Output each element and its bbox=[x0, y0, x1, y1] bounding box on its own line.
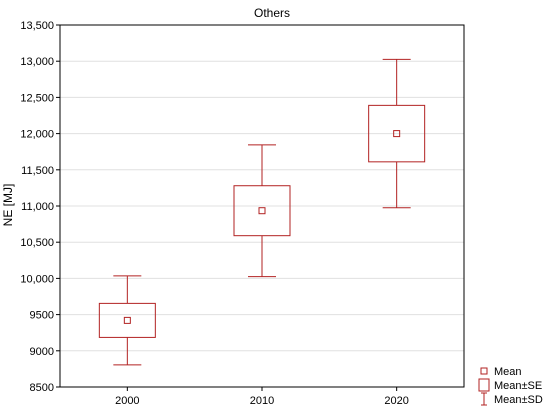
y-axis-ticks: 8500 9000 9500 10,000 10,500 11,000 11,500 12,0… bbox=[20, 20, 60, 394]
x-tick-label: 2010 bbox=[250, 395, 274, 407]
x-tick-label: 2000 bbox=[115, 395, 139, 407]
y-tick-label: 10,500 bbox=[20, 237, 54, 249]
x-axis-ticks: 2000 2010 2020 bbox=[115, 387, 409, 407]
series-marks bbox=[98, 58, 426, 366]
se-box bbox=[233, 185, 291, 237]
legend-label: Mean±SE bbox=[494, 380, 542, 392]
chart-title: Others bbox=[254, 6, 290, 20]
legend-label: Mean bbox=[494, 366, 522, 378]
y-tick-label: 12,000 bbox=[20, 129, 54, 141]
se-box bbox=[368, 104, 426, 163]
y-tick-label: 11,500 bbox=[21, 165, 54, 177]
legend-se-swatch bbox=[478, 378, 490, 392]
mean-marker bbox=[393, 130, 401, 138]
mean-marker bbox=[258, 207, 266, 215]
legend-mean-swatch bbox=[480, 367, 488, 375]
y-tick-label: 9500 bbox=[30, 310, 54, 322]
y-tick-label: 13,000 bbox=[20, 56, 54, 68]
y-axis-label: NE [MJ] bbox=[1, 184, 15, 227]
se-box bbox=[98, 302, 156, 338]
y-tick-label: 11,000 bbox=[21, 201, 54, 213]
legend-label: Mean±SD bbox=[494, 394, 543, 406]
legend: Mean Mean±SE Mean±SD bbox=[478, 366, 543, 406]
y-tick-label: 10,000 bbox=[20, 273, 54, 285]
y-tick-label: 13,500 bbox=[20, 20, 54, 32]
x-tick-label: 2020 bbox=[384, 395, 408, 407]
y-tick-label: 9000 bbox=[30, 346, 54, 358]
y-tick-label: 8500 bbox=[30, 382, 54, 394]
plot-area-frame bbox=[59, 24, 465, 388]
grid-lines bbox=[60, 60, 464, 352]
mean-marker bbox=[123, 316, 131, 324]
y-tick-label: 12,500 bbox=[20, 92, 54, 104]
